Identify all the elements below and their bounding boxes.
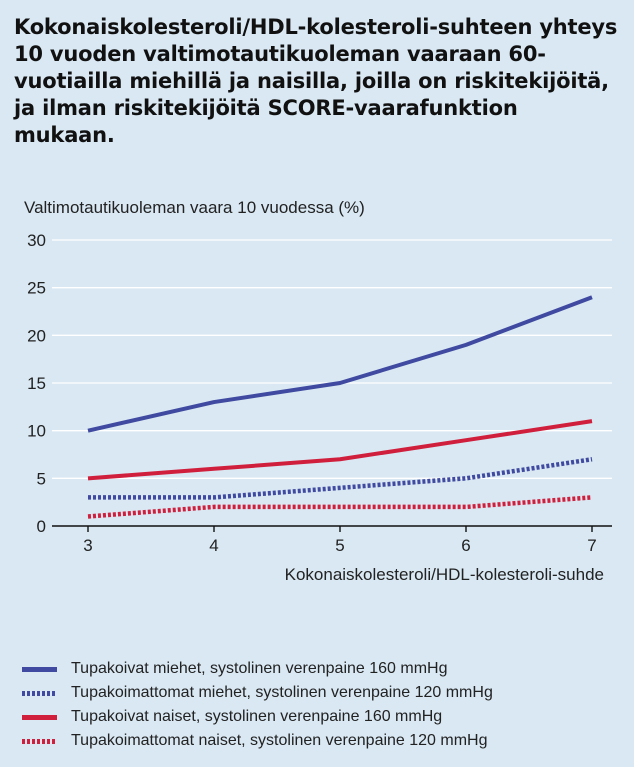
legend-label: Tupakoimattomat miehet, systolinen veren… bbox=[71, 684, 493, 701]
legend-swatch bbox=[22, 666, 57, 672]
y-tick-label: 0 bbox=[37, 517, 46, 536]
x-tick-label: 4 bbox=[209, 536, 218, 555]
y-axis-label: Valtimotautikuoleman vaara 10 vuodessa (… bbox=[24, 198, 365, 217]
legend-swatch bbox=[22, 738, 57, 744]
legend-swatch bbox=[22, 714, 57, 720]
legend-label: Tupakoimattomat naiset, systolinen veren… bbox=[71, 732, 488, 749]
x-tick-label: 6 bbox=[461, 536, 470, 555]
y-tick-label: 15 bbox=[27, 374, 46, 393]
legend-label: Tupakoivat miehet, systolinen verenpaine… bbox=[71, 660, 448, 677]
x-axis-label: Kokonaiskolesteroli/HDL-kolesteroli-suhd… bbox=[285, 565, 604, 584]
x-tick-label: 3 bbox=[83, 536, 92, 555]
x-tick-label: 5 bbox=[335, 536, 344, 555]
y-tick-label: 10 bbox=[27, 422, 46, 441]
y-tick-label: 5 bbox=[37, 469, 46, 488]
legend-item: Tupakoimattomat naiset, systolinen veren… bbox=[22, 729, 622, 753]
legend-swatch bbox=[22, 690, 57, 696]
legend-item: Tupakoimattomat miehet, systolinen veren… bbox=[22, 681, 622, 705]
chart-title: Kokonaiskolesteroli/HDL-kolesteroli-suht… bbox=[14, 15, 618, 147]
y-tick-label: 30 bbox=[27, 231, 46, 250]
legend-label: Tupakoivat naiset, systolinen verenpaine… bbox=[71, 708, 443, 725]
y-tick-label: 20 bbox=[27, 326, 46, 345]
x-tick-label: 7 bbox=[587, 536, 596, 555]
series-line-3 bbox=[87, 419, 593, 481]
legend: Tupakoivat miehet, systolinen verenpaine… bbox=[22, 657, 622, 753]
y-tick-label: 25 bbox=[27, 279, 46, 298]
series-line-1 bbox=[87, 295, 593, 433]
legend-item: Tupakoivat naiset, systolinen verenpaine… bbox=[22, 705, 622, 729]
legend-item: Tupakoivat miehet, systolinen verenpaine… bbox=[22, 657, 622, 681]
